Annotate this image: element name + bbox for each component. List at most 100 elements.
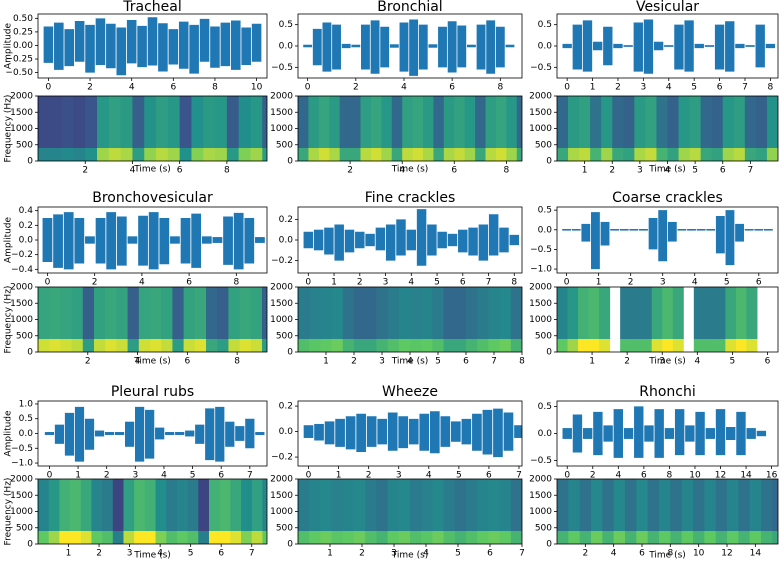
spectrogram-cell [91, 531, 103, 544]
spectrogram-cell [410, 287, 422, 339]
plot-area [38, 479, 267, 544]
x-tick-label: 1 [66, 549, 72, 559]
x-tick-label: 12 [721, 549, 732, 559]
plot-area [303, 209, 520, 266]
spectrogram-cell [599, 339, 611, 352]
waveform-axes: Tracheal Amplitude 0 2 4 6 8 10 −0.50 −0.25 0.00 0.… [4, 0, 268, 93]
y-tick-label: 1000 [270, 507, 293, 517]
x-tick-label: 6 [460, 278, 466, 288]
x-tick-label: 3 [383, 278, 389, 288]
spectrogram-axes: Time (s) 1 2 3 4 5 6 7 0 500 1000 1500 2000 [270, 475, 525, 561]
x-tick-label: 5 [691, 83, 697, 93]
spectrogram-cell [722, 148, 735, 161]
spectrogram-cell [715, 479, 728, 531]
x-tick-label: 2 [366, 471, 372, 481]
y-axis-label: Frequency (Hz) [4, 95, 14, 163]
x-tick-label: 6 [449, 83, 455, 93]
spectrogram-cell [410, 339, 422, 352]
spectrogram-cell [398, 479, 411, 531]
y-tick-label: 500 [276, 331, 293, 341]
spectrogram-cell [219, 479, 231, 531]
panel-title: Tracheal [122, 0, 181, 15]
spectrogram-cell [579, 479, 592, 531]
y-tick-label: 2000 [270, 475, 293, 485]
spectrogram-cell [228, 339, 241, 352]
spectrogram-cell [601, 148, 613, 161]
x-tick-label: 8 [234, 357, 240, 367]
x-tick-label: 6 [720, 166, 726, 176]
spectrogram-cell [588, 287, 600, 339]
x-tick-label: 0 [305, 278, 311, 288]
spectrogram-cell [167, 148, 181, 161]
spectrogram-cell [85, 96, 98, 148]
spectrogram-cell [620, 339, 632, 352]
y-tick-label: 1000 [270, 315, 293, 325]
spectrogram-cell [733, 148, 746, 161]
spectrogram-cell [704, 287, 716, 339]
x-tick-label: 6 [487, 549, 493, 559]
spectrogram-cell [308, 96, 320, 148]
y-tick-label: 0 [546, 540, 552, 550]
y-tick-label: 500 [535, 140, 552, 150]
spectrogram-cell [672, 287, 684, 339]
plot-area [557, 96, 778, 161]
y-tick-label: 0 [27, 348, 33, 358]
spectrogram-cell [704, 339, 716, 352]
spectrogram-cell [645, 96, 657, 148]
x-tick-label: 6 [765, 357, 771, 367]
spectrogram-cell [662, 339, 674, 352]
spectrogram-cell [123, 531, 135, 544]
spectrogram-cell [183, 287, 196, 339]
x-tick-label: 4 [694, 357, 700, 367]
plot-area [562, 210, 773, 270]
y-tick-label: 0.0 [19, 429, 34, 439]
y-tick-label: 1500 [529, 299, 552, 309]
y-tick-label: 0.0 [538, 429, 553, 439]
spectrogram-cell [443, 287, 456, 339]
spectrogram-cell [155, 479, 167, 531]
y-tick-label: −0.2 [11, 250, 33, 260]
spectrogram-cell [678, 96, 691, 148]
spectrogram-cell [398, 287, 411, 339]
spectrogram-cell [85, 148, 98, 161]
spectrogram-cell [700, 96, 713, 148]
y-tick-label: −0.5 [530, 245, 552, 255]
spectrogram-cell [262, 339, 267, 352]
x-tick-label: 0 [45, 278, 51, 288]
spectrogram-cell [412, 148, 424, 161]
spectrogram-cell [693, 339, 705, 352]
spectrogram-cell [127, 339, 140, 352]
y-tick-label: 2000 [529, 283, 552, 293]
y-tick-label: 1500 [270, 108, 293, 118]
axes-frame [297, 400, 523, 467]
spectrogram-cell [662, 287, 674, 339]
spectrogram-axes: Time (s) 1 2 3 4 5 6 7 8 0 500 1000 1500 2000 [270, 283, 525, 367]
spectrogram-cell [477, 287, 489, 339]
spectrogram-cell [49, 96, 63, 148]
y-tick-label: 0.0 [538, 42, 553, 52]
y-tick-label: 1500 [10, 299, 33, 309]
y-tick-label: 0.00 [13, 41, 33, 51]
spectrogram-cell [443, 148, 455, 161]
spectrogram-cell [105, 339, 117, 352]
y-tick-label: 500 [276, 140, 293, 150]
y-tick-label: −0.2 [271, 256, 293, 266]
spectrogram-cell [579, 531, 592, 544]
spectrogram-cell [454, 287, 467, 339]
axes-frame [556, 206, 779, 274]
spectrogram-cell [499, 531, 512, 544]
spectrogram-cell [647, 531, 660, 544]
spectrogram-cell [510, 479, 522, 531]
spectrogram-cell [150, 339, 162, 352]
y-tick-label: 0.4 [19, 206, 34, 216]
x-tick-label: 0 [47, 471, 53, 481]
x-tick-label: 1 [590, 83, 596, 93]
spectrogram-cell [38, 531, 50, 544]
spectrogram-cell [620, 287, 632, 339]
spectrogram-cell [421, 531, 433, 544]
spectrogram-cell [250, 287, 263, 339]
spectrogram-cell [735, 287, 747, 339]
plot-area [38, 287, 267, 352]
spectrogram-cell [370, 148, 382, 161]
spectrogram-cell [744, 96, 757, 148]
